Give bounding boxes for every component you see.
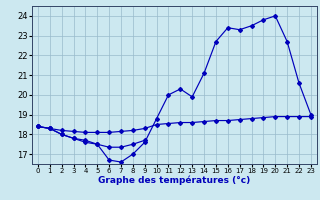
X-axis label: Graphe des températures (°c): Graphe des températures (°c): [98, 176, 251, 185]
